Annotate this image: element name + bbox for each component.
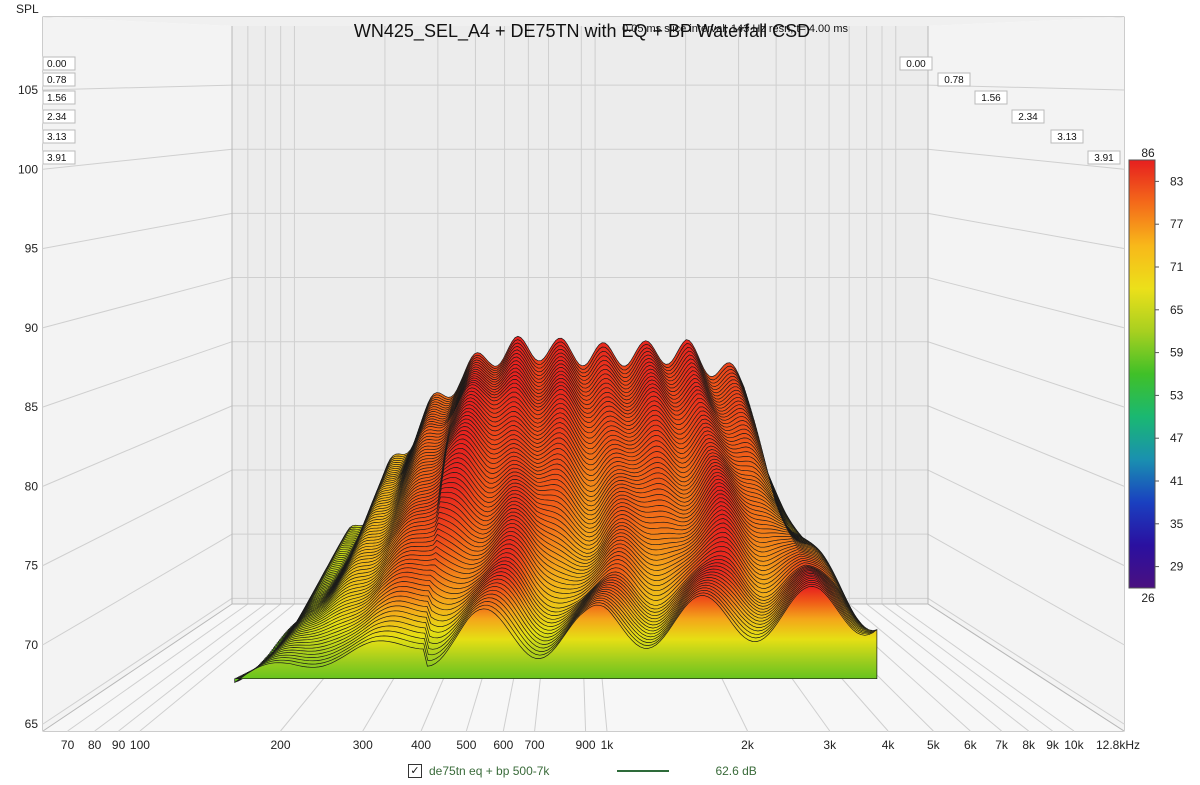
svg-text:0.00: 0.00	[906, 59, 926, 70]
x-tick-label: 1k	[601, 738, 615, 752]
svg-text:2.34: 2.34	[47, 112, 67, 123]
y-tick-label: 75	[25, 559, 39, 573]
x-tick-label: 80	[88, 738, 102, 752]
color-scale-tick: 65	[1170, 303, 1184, 317]
slice-label-right: 3.91	[1087, 150, 1121, 165]
svg-text:0.78: 0.78	[47, 75, 67, 86]
x-tick-label: 9k	[1046, 738, 1060, 752]
slice-label-left: 3.91	[42, 150, 76, 165]
slice-label-left: 0.00	[42, 56, 76, 71]
y-axis-ticks: 105 100 95 90 85 80 75 70 65	[18, 83, 38, 731]
y-tick-label: 85	[25, 400, 39, 414]
x-tick-label: 8k	[1022, 738, 1036, 752]
slice-label-right: 1.56	[974, 90, 1008, 105]
legend-checkbox[interactable]: ✓	[408, 764, 422, 778]
slice-label-left: 1.56	[42, 90, 76, 105]
legend-value: 62.6 dB	[715, 764, 757, 778]
color-scale-tick: 77	[1170, 217, 1184, 231]
x-tick-label: 70	[61, 738, 75, 752]
svg-text:0.00: 0.00	[47, 59, 67, 70]
x-tick-label: 600	[493, 738, 513, 752]
x-tick-label: 4k	[882, 738, 896, 752]
x-tick-label: 700	[525, 738, 545, 752]
x-tick-label: 900	[576, 738, 596, 752]
y-tick-label: 100	[18, 162, 38, 176]
svg-text:3.91: 3.91	[47, 153, 67, 164]
slice-label-right: 3.13	[1050, 129, 1084, 144]
slice-label-left: 2.34	[42, 109, 76, 124]
svg-text:1.56: 1.56	[47, 93, 67, 104]
waterfall-surface	[234, 335, 878, 684]
x-axis-ticks: 70 80 90 100 200 300 400 500 600 700 900 1k 2k 3k 4k 5k…	[61, 738, 1140, 752]
legend-line-swatch	[617, 770, 670, 772]
color-scale-max: 86	[1141, 146, 1155, 160]
legend: ✓ de75tn eq + bp 500-7k 62.6 dB	[408, 762, 757, 780]
color-scale-bar: 86 26 83 77 71 65 59 53 47 41 35 29	[1128, 146, 1184, 605]
slice-label-right: 0.00	[899, 56, 933, 71]
slice-label-right: 2.34	[1011, 109, 1045, 124]
color-scale-tick: 53	[1170, 388, 1184, 402]
svg-text:3.13: 3.13	[1057, 132, 1077, 143]
color-scale-tick: 83	[1170, 174, 1184, 188]
color-scale-tick: 47	[1170, 431, 1184, 445]
x-tick-label: 5k	[927, 738, 941, 752]
color-scale-min: 26	[1141, 591, 1155, 605]
x-tick-label: 400	[411, 738, 431, 752]
x-tick-label: 6k	[964, 738, 978, 752]
chart-title: WN425_SEL_A4 + DE75TN with EQ + BP Water…	[354, 21, 810, 42]
y-tick-label: 80	[25, 479, 39, 493]
x-tick-label: 2k	[741, 738, 755, 752]
svg-text:3.13: 3.13	[47, 132, 67, 143]
color-scale-tick: 35	[1170, 517, 1184, 531]
x-tick-label: 300	[353, 738, 373, 752]
x-tick-label: 500	[456, 738, 476, 752]
x-tick-label: 12.8kHz	[1096, 738, 1140, 752]
color-scale-tick: 59	[1170, 346, 1184, 360]
color-scale-gradient	[1128, 159, 1156, 589]
x-tick-label: 7k	[995, 738, 1009, 752]
waterfall-chart: 0.05 ms slice interval, 143 Hz resn, t= …	[16, 2, 1184, 752]
y-tick-label: 95	[25, 242, 39, 256]
y-axis-label: SPL	[16, 2, 39, 16]
legend-series-name[interactable]: de75tn eq + bp 500-7k	[429, 764, 550, 778]
slice-label-left: 3.13	[42, 129, 76, 144]
svg-text:2.34: 2.34	[1018, 112, 1038, 123]
y-tick-label: 65	[25, 717, 39, 731]
svg-text:1.56: 1.56	[981, 93, 1001, 104]
color-scale-tick: 29	[1170, 560, 1184, 574]
chart-subtitle: 0.05 ms slice interval, 143 Hz resn, t= …	[622, 23, 848, 35]
y-tick-label: 90	[25, 321, 39, 335]
slice-label-right: 0.78	[937, 72, 971, 87]
x-tick-label: 3k	[823, 738, 837, 752]
svg-text:3.91: 3.91	[1094, 153, 1114, 164]
slice-label-left: 0.78	[42, 72, 76, 87]
color-scale-tick: 71	[1170, 260, 1184, 274]
y-tick-label: 70	[25, 638, 39, 652]
svg-text:0.78: 0.78	[944, 75, 964, 86]
x-tick-label: 200	[271, 738, 291, 752]
color-scale-tick: 41	[1170, 474, 1184, 488]
waterfall-slice	[234, 586, 878, 684]
x-tick-label: 10k	[1064, 738, 1084, 752]
x-tick-label: 100	[130, 738, 150, 752]
y-tick-label: 105	[18, 83, 38, 97]
x-tick-label: 90	[112, 738, 126, 752]
slice-time-labels: 0.00 0.00 0.78 0.78 1.56 1.56 2.34 2.34 3.13 3.13…	[42, 56, 1121, 165]
